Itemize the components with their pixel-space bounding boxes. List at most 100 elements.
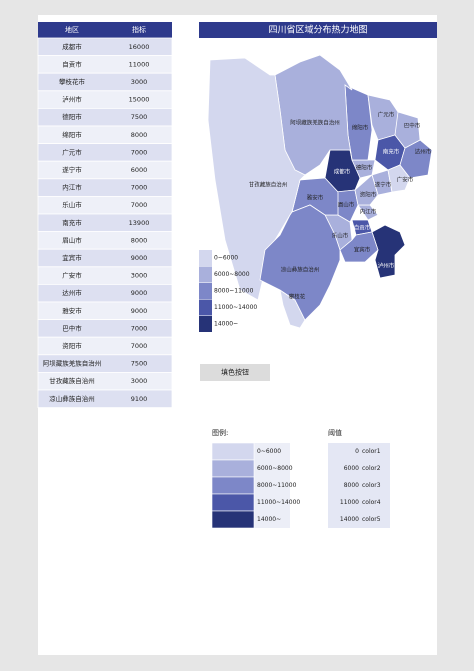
threshold-value: 8000	[344, 482, 359, 489]
region-cell: 广安市	[62, 271, 82, 280]
region-cell: 南充市	[62, 218, 82, 227]
region-cell: 攀枝花市	[59, 77, 86, 86]
region-cell: 甘孜藏族自治州	[49, 376, 95, 385]
map-label: 宜宾市	[354, 246, 371, 254]
threshold-color: color4	[362, 499, 381, 506]
legend-swatch	[211, 493, 255, 512]
header-cell: 指标	[132, 25, 146, 34]
value-cell: 8000	[131, 131, 148, 139]
value-cell: 8000	[131, 236, 148, 244]
value-cell: 7500	[131, 113, 148, 121]
legend-swatch	[211, 510, 255, 529]
value-cell: 13900	[129, 219, 150, 227]
region-cell: 宜宾市	[62, 253, 82, 262]
table-row	[37, 178, 173, 197]
legend-label: 11000~14000	[257, 499, 300, 506]
map-label: 遂宁市	[375, 181, 392, 189]
value-cell: 9100	[131, 395, 148, 403]
region-cell: 绵阳市	[62, 130, 82, 139]
table-row	[37, 231, 173, 250]
map-label: 眉山市	[338, 201, 355, 209]
map-title-bar	[199, 22, 437, 38]
value-cell: 7500	[131, 360, 148, 368]
map-legend-label: 8000~11000	[214, 288, 254, 295]
map-legend-label: 0~6000	[214, 255, 238, 262]
region-cell: 泸州市	[62, 95, 82, 104]
map-label: 达州市	[415, 148, 432, 156]
map-region	[394, 111, 421, 149]
threshold-color: color2	[362, 465, 381, 472]
map-label: 成都市	[334, 168, 351, 176]
legend-label: 8000~11000	[257, 482, 297, 489]
legend-swatch	[211, 442, 255, 461]
value-cell: 16000	[129, 43, 150, 51]
region-cell: 阿坝藏族羌族自治州	[43, 359, 102, 368]
map-legend-label: 6000~8000	[214, 271, 250, 278]
table-row	[37, 195, 173, 215]
region-cell: 广元市	[62, 147, 82, 156]
map-region	[354, 174, 379, 206]
map-label: 甘孜藏族自治州	[249, 181, 288, 189]
map-label: 内江市	[360, 208, 377, 216]
value-cell: 3000	[131, 377, 148, 385]
value-cell: 7000	[131, 324, 148, 332]
value-cell: 9000	[131, 289, 148, 297]
map-region	[259, 204, 341, 321]
value-cell: 3000	[131, 272, 148, 280]
table-row	[37, 213, 173, 233]
map-label: 巴中市	[404, 122, 421, 130]
map-label: 攀枝花	[289, 293, 306, 301]
legend-swatch	[211, 459, 255, 478]
threshold-value: 6000	[344, 465, 359, 472]
map-label: 雅安市	[307, 194, 324, 202]
region-cell: 自贡市	[62, 59, 82, 68]
fill-button[interactable]	[200, 364, 270, 381]
value-cell: 7000	[131, 342, 148, 350]
value-cell: 11000	[129, 60, 150, 68]
map-legend-swatch	[199, 299, 212, 316]
table-row	[37, 389, 173, 409]
value-cell: 9000	[131, 254, 148, 262]
table-row	[37, 160, 173, 180]
map-label: 凉山彝族自治州	[281, 266, 320, 274]
threshold-color: color1	[362, 448, 381, 455]
table-row	[37, 283, 173, 303]
map-label: 绵阳市	[352, 124, 369, 132]
region-cell: 遂宁市	[62, 165, 82, 174]
threshold-value: 14000	[340, 516, 359, 523]
region-cell: 内江市	[62, 183, 82, 192]
map-legend-swatch	[199, 316, 212, 332]
value-cell: 9000	[131, 307, 148, 315]
map-region	[339, 231, 379, 263]
threshold-title: 阈值	[328, 428, 342, 437]
region-cell: 眉山市	[62, 235, 82, 244]
header-cell: 地区	[65, 25, 79, 34]
map-label: 德阳市	[356, 164, 373, 172]
button-label[interactable]: 填色按钮	[221, 368, 249, 377]
map-region	[387, 164, 411, 193]
value-cell: 3000	[131, 78, 148, 86]
map-label: 广安市	[397, 176, 414, 184]
legend-label: 6000~8000	[257, 465, 293, 472]
legend-swatch	[211, 476, 255, 495]
map-label: 泸州市	[378, 262, 395, 270]
threshold-value: 11000	[340, 499, 359, 506]
map-label: 自贡市	[354, 224, 371, 232]
region-cell: 德阳市	[62, 112, 82, 121]
region-cell: 达州市	[62, 288, 82, 297]
region-cell: 成都市	[62, 42, 82, 51]
table-row	[37, 336, 173, 356]
threshold-box	[328, 443, 390, 528]
map-label: 广元市	[378, 111, 395, 119]
table-row	[37, 125, 173, 145]
region-cell: 资阳市	[62, 341, 82, 350]
value-cell: 7000	[131, 148, 148, 156]
value-cell: 7000	[131, 201, 148, 209]
map-label: 资阳市	[360, 191, 377, 199]
value-cell: 15000	[129, 96, 150, 104]
region-cell: 巴中市	[62, 323, 82, 332]
map-region	[371, 224, 406, 279]
map-legend-label: 11000~14000	[214, 304, 257, 311]
table-row	[37, 266, 173, 285]
